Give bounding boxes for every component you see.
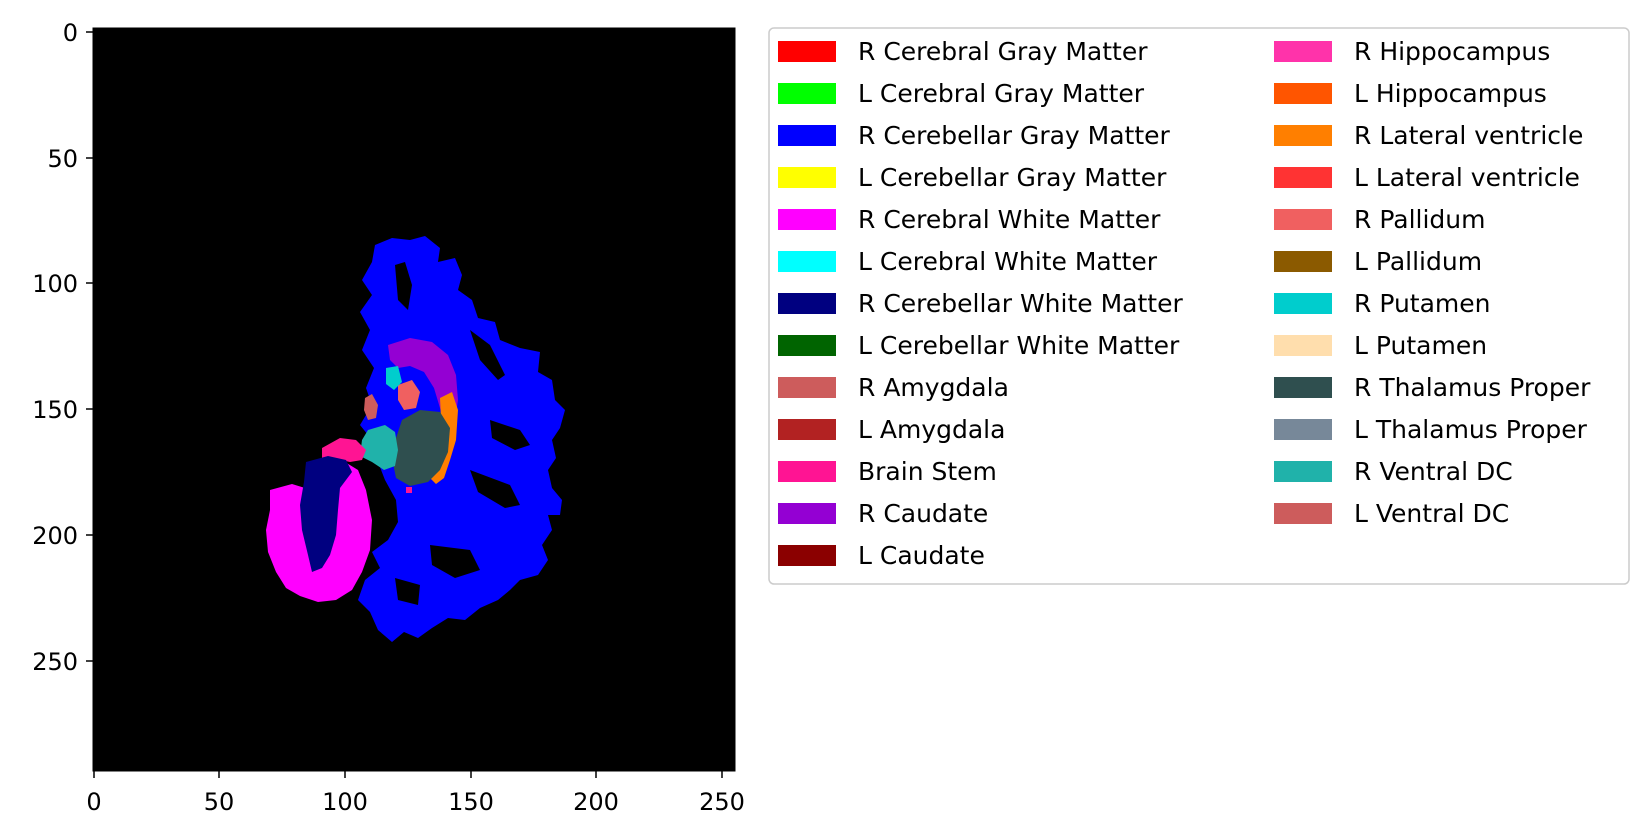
legend-label: L Thalamus Proper <box>1354 415 1588 444</box>
legend-swatch <box>778 125 836 146</box>
legend-label: R Cerebellar White Matter <box>858 289 1183 318</box>
legend-swatch <box>1274 503 1332 524</box>
x-tick-label: 0 <box>86 788 101 816</box>
sulcus-4 <box>470 470 520 508</box>
legend-label: R Caudate <box>858 499 988 528</box>
region-r-pallidum <box>398 380 420 410</box>
legend-label: L Cerebral Gray Matter <box>858 79 1145 108</box>
sulcus-5 <box>430 545 480 578</box>
segmentation-image-panel <box>93 28 735 771</box>
y-tick-label: 0 <box>63 19 78 47</box>
x-tick-label: 150 <box>448 788 494 816</box>
sulcus-1 <box>395 262 412 310</box>
legend: R Cerebral Gray Matter L Cerebral Gray Ma… <box>768 27 1630 585</box>
legend-label: L Ventral DC <box>1354 499 1509 528</box>
x-tick-label: 250 <box>699 788 745 816</box>
legend-swatch <box>1274 251 1332 272</box>
legend-swatch <box>778 167 836 188</box>
legend-label: R Hippocampus <box>1354 37 1550 66</box>
x-tick-label: 200 <box>573 788 619 816</box>
legend-label: L Cerebellar White Matter <box>858 331 1180 360</box>
legend-entries: R Cerebral Gray Matter L Cerebral Gray Ma… <box>778 37 1591 570</box>
legend-label: R Cerebellar Gray Matter <box>858 121 1171 150</box>
legend-label: R Amygdala <box>858 373 1009 402</box>
legend-label: L Putamen <box>1354 331 1487 360</box>
legend-label: R Putamen <box>1354 289 1491 318</box>
legend-swatch <box>1274 461 1332 482</box>
legend-label: R Cerebral White Matter <box>858 205 1161 234</box>
legend-label: R Lateral ventricle <box>1354 121 1583 150</box>
y-tick-label: 150 <box>32 396 78 424</box>
legend-swatch <box>778 503 836 524</box>
legend-label: L Lateral ventricle <box>1354 163 1580 192</box>
region-r-thalamus <box>392 410 450 486</box>
legend-label: L Pallidum <box>1354 247 1482 276</box>
legend-swatch <box>778 83 836 104</box>
legend-swatch <box>1274 83 1332 104</box>
legend-swatch <box>778 293 836 314</box>
legend-swatch <box>778 377 836 398</box>
y-axis: 0 50 100 150 200 250 <box>32 19 93 676</box>
legend-swatch <box>1274 377 1332 398</box>
legend-label: R Cerebral Gray Matter <box>858 37 1148 66</box>
legend-label: L Amygdala <box>858 415 1005 444</box>
sulcus-3 <box>490 420 530 450</box>
legend-swatch <box>1274 419 1332 440</box>
x-tick-label: 50 <box>204 788 235 816</box>
region-r-cerebellar-white-matter <box>300 456 352 572</box>
legend-label: L Caudate <box>858 541 985 570</box>
y-tick-label: 200 <box>32 522 78 550</box>
legend-label: L Cerebral White Matter <box>858 247 1158 276</box>
image-frame <box>92 27 736 772</box>
legend-box <box>768 27 1630 585</box>
y-tick-label: 50 <box>47 145 78 173</box>
region-r-ventral-dc <box>360 425 398 470</box>
legend-swatch <box>1274 293 1332 314</box>
legend-swatch <box>778 335 836 356</box>
y-tick-label: 100 <box>32 270 78 298</box>
legend-swatch <box>778 419 836 440</box>
legend-label: L Hippocampus <box>1354 79 1547 108</box>
legend-swatch <box>778 461 836 482</box>
legend-swatch <box>1274 167 1332 188</box>
legend-swatch <box>778 251 836 272</box>
legend-swatch <box>778 545 836 566</box>
region-r-amygdala <box>364 394 378 420</box>
region-r-putamen <box>386 366 402 390</box>
region-r-cerebellar-gray-matter <box>358 236 565 642</box>
legend-swatch <box>1274 209 1332 230</box>
legend-label: R Thalamus Proper <box>1354 373 1591 402</box>
sulcus-6 <box>395 578 420 605</box>
legend-swatch <box>1274 125 1332 146</box>
legend-swatch <box>1274 41 1332 62</box>
legend-label: Brain Stem <box>858 457 997 486</box>
sulcus-2 <box>470 330 505 380</box>
y-tick-label: 250 <box>32 648 78 676</box>
region-brain-stem <box>322 438 366 462</box>
legend-label: R Pallidum <box>1354 205 1486 234</box>
x-axis: 0 50 100 150 200 250 <box>86 771 745 816</box>
region-brain-stem-fragment <box>406 487 412 493</box>
legend-swatch <box>1274 335 1332 356</box>
x-tick-label: 100 <box>322 788 368 816</box>
legend-swatch <box>778 209 836 230</box>
legend-swatch <box>778 41 836 62</box>
legend-label: R Ventral DC <box>1354 457 1513 486</box>
legend-label: L Cerebellar Gray Matter <box>858 163 1167 192</box>
